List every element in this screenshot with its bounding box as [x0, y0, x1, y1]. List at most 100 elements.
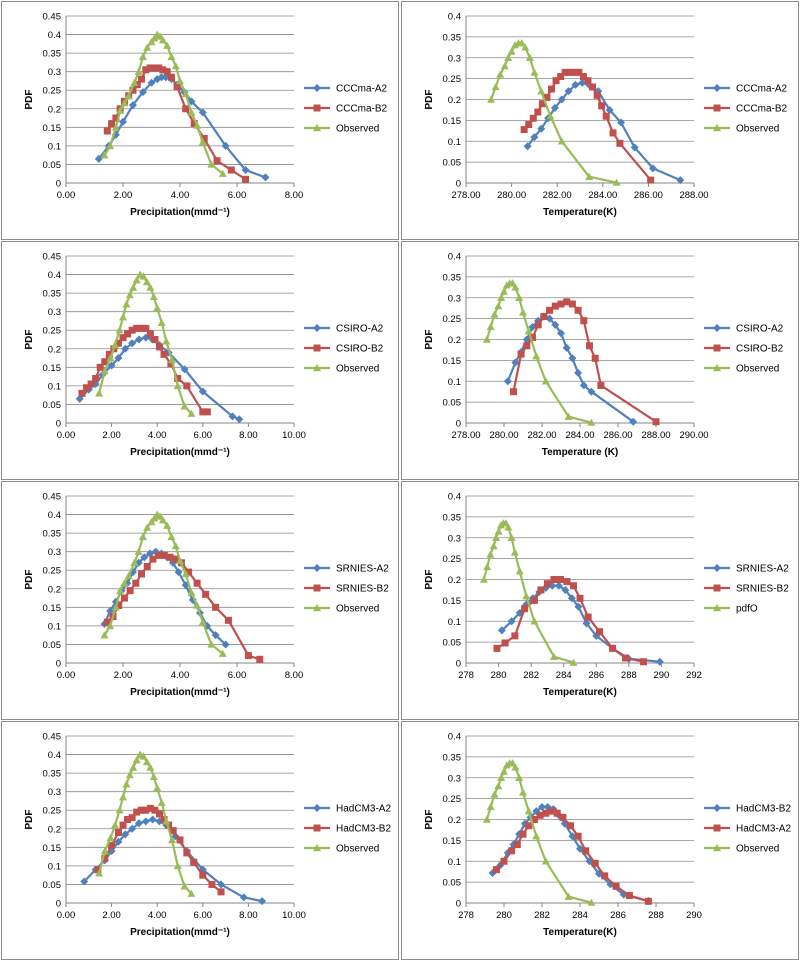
series-3: [100, 30, 227, 177]
y-tick-label: 0.05: [43, 880, 62, 891]
legend-label: Observed: [736, 124, 779, 135]
data-point: [482, 335, 491, 343]
y-tick-label: 0.15: [443, 356, 462, 367]
x-tick-label: 278.00: [451, 430, 480, 441]
data-point: [239, 893, 248, 902]
data-point: [652, 418, 660, 426]
x-tick-label: 280: [491, 670, 507, 681]
data-point: [511, 41, 520, 49]
series-line: [482, 521, 574, 664]
x-tick-label: 288.00: [679, 190, 708, 201]
legend-marker: [713, 364, 721, 372]
data-point: [538, 100, 546, 108]
legend-label: CSIRO-A2: [736, 324, 784, 335]
legend-label: SRNIES-A2: [736, 564, 789, 575]
legend-label: CSIRO-B2: [736, 344, 784, 355]
data-point: [591, 354, 599, 362]
legend-entry: CCCma-A2: [304, 84, 388, 95]
legend-marker: [713, 84, 721, 92]
data-point: [487, 95, 496, 103]
data-point: [530, 617, 539, 625]
y-axis-title: PDF: [424, 810, 435, 830]
legend-label: Observed: [736, 844, 779, 855]
data-point: [198, 138, 207, 146]
data-point: [190, 120, 198, 128]
legend-marker: [713, 584, 721, 592]
x-tick-label: 6.00: [228, 190, 247, 201]
data-point: [515, 567, 524, 575]
y-tick-label: 0.2: [448, 335, 461, 346]
data-point: [503, 377, 512, 386]
y-axis-title: PDF: [24, 570, 35, 590]
legend-label: SRNIES-B2: [736, 584, 789, 595]
data-point: [221, 141, 230, 150]
data-point: [122, 300, 131, 308]
y-tick-label: 0.25: [43, 566, 62, 577]
legend-entry: HadCM3-A2: [704, 824, 791, 835]
data-point: [165, 821, 173, 829]
data-point: [515, 293, 524, 301]
x-tick-label: 282: [534, 910, 550, 921]
data-point: [198, 618, 207, 626]
data-point: [143, 563, 151, 571]
y-tick-label: 0.4: [448, 252, 461, 263]
legend-label: SRNIES-B2: [336, 584, 389, 595]
data-point: [561, 585, 570, 594]
chart-panel-cccma-temp: 0 0.05 0.1 0.15 0.2 0.25 0.3 0.35 0.4 278.00 280.0…: [401, 1, 799, 240]
data-point: [155, 810, 163, 818]
data-point: [187, 108, 196, 116]
legend-entry: Observed: [704, 844, 779, 855]
legend-marker: [713, 804, 721, 812]
data-point: [151, 547, 160, 556]
chart-panel-csiro-temp: 0 0.05 0.1 0.15 0.2 0.25 0.3 0.35 0.4 278.00 280.0…: [401, 241, 799, 480]
legend-marker: [313, 84, 321, 92]
y-tick-label: 0.1: [448, 857, 461, 868]
legend-label: Observed: [736, 364, 779, 375]
chart-svg: 0 0.05 0.1 0.15 0.2 0.25 0.3 0.35 0.4 0.45 0.00 2.0…: [24, 492, 389, 699]
data-point: [111, 821, 120, 829]
data-point: [597, 381, 605, 389]
y-tick-label: 0.05: [443, 398, 462, 409]
x-tick-label: 292: [686, 670, 702, 681]
data-point: [648, 164, 657, 173]
data-point: [513, 841, 521, 849]
x-tick-label: 8.00: [285, 670, 304, 681]
x-tick-label: 8.00: [239, 910, 258, 921]
legend-marker: [713, 104, 721, 112]
y-tick-label: 0.1: [48, 621, 61, 632]
data-point: [92, 374, 100, 382]
data-point: [551, 320, 560, 329]
legend-label: CCCma-B2: [736, 104, 788, 115]
data-point: [128, 326, 136, 334]
y-tick-label: 0.15: [443, 116, 462, 127]
data-point: [541, 377, 550, 385]
data-point: [521, 605, 529, 613]
data-point: [207, 640, 216, 648]
data-point: [511, 763, 520, 771]
data-point: [579, 381, 588, 390]
data-point: [193, 121, 202, 129]
data-point: [106, 621, 115, 630]
data-point: [494, 782, 503, 790]
data-point: [153, 783, 162, 792]
data-point: [176, 76, 184, 85]
data-point: [571, 80, 580, 89]
series-2: [103, 551, 264, 663]
y-tick-label: 0.4: [48, 750, 61, 761]
data-point: [562, 343, 571, 352]
data-point: [530, 133, 539, 142]
data-point: [198, 108, 207, 117]
data-point: [181, 89, 190, 98]
data-point: [601, 872, 609, 880]
data-point: [217, 880, 226, 889]
legend-entry: CSIRO-A2: [304, 324, 384, 335]
data-point: [510, 388, 517, 396]
chart-svg: 0 0.05 0.1 0.15 0.2 0.25 0.3 0.35 0.4 0.45 0.00 2.0…: [24, 252, 384, 459]
data-point: [155, 817, 164, 826]
data-point: [129, 86, 137, 94]
x-tick-label: 2.00: [114, 670, 133, 681]
data-point: [491, 82, 500, 91]
data-point: [171, 832, 180, 841]
data-point: [532, 352, 541, 360]
data-point: [167, 360, 175, 368]
